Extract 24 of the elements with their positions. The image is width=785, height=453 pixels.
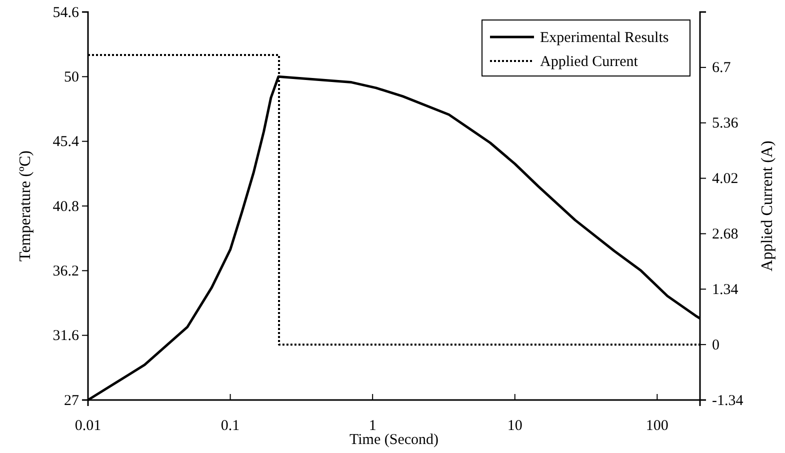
y2-axis-title: Applied Current (A) — [759, 140, 776, 272]
y2-tick-label: 2.68 — [712, 226, 738, 243]
y-tick-label: 36.2 — [52, 263, 79, 280]
y2-tick-label: -1.34 — [712, 392, 744, 409]
y2-tick-label: 4.02 — [712, 171, 738, 188]
y2-tick-label: 0 — [712, 337, 720, 354]
y-tick-label: 45.4 — [52, 134, 80, 150]
legend-label: Experimental Results — [540, 30, 669, 46]
x-tick-label: 1 — [368, 418, 376, 434]
y2-tick-label: 1.34 — [712, 282, 739, 298]
x-axis-title: Time (Second) — [349, 432, 439, 448]
x-tick-label: 0.01 — [74, 418, 102, 434]
y-tick-label: 54.6 — [52, 4, 80, 21]
x-tick-label: 100 — [646, 418, 668, 434]
x-tick-label: 0.1 — [220, 418, 240, 434]
y-tick-label: 31.6 — [52, 328, 80, 344]
y2-tick-label: 6.7 — [712, 60, 732, 76]
y-tick-label: 27 — [64, 392, 80, 409]
y-tick-label: 50 — [64, 69, 79, 86]
y-axis-title: Temperature (ºC) — [17, 150, 34, 262]
x-tick-label: 10 — [507, 418, 522, 434]
y-tick-label: 40.8 — [52, 198, 79, 215]
y2-tick-label: 5.36 — [712, 116, 739, 132]
legend-label: Applied Current — [540, 54, 639, 70]
